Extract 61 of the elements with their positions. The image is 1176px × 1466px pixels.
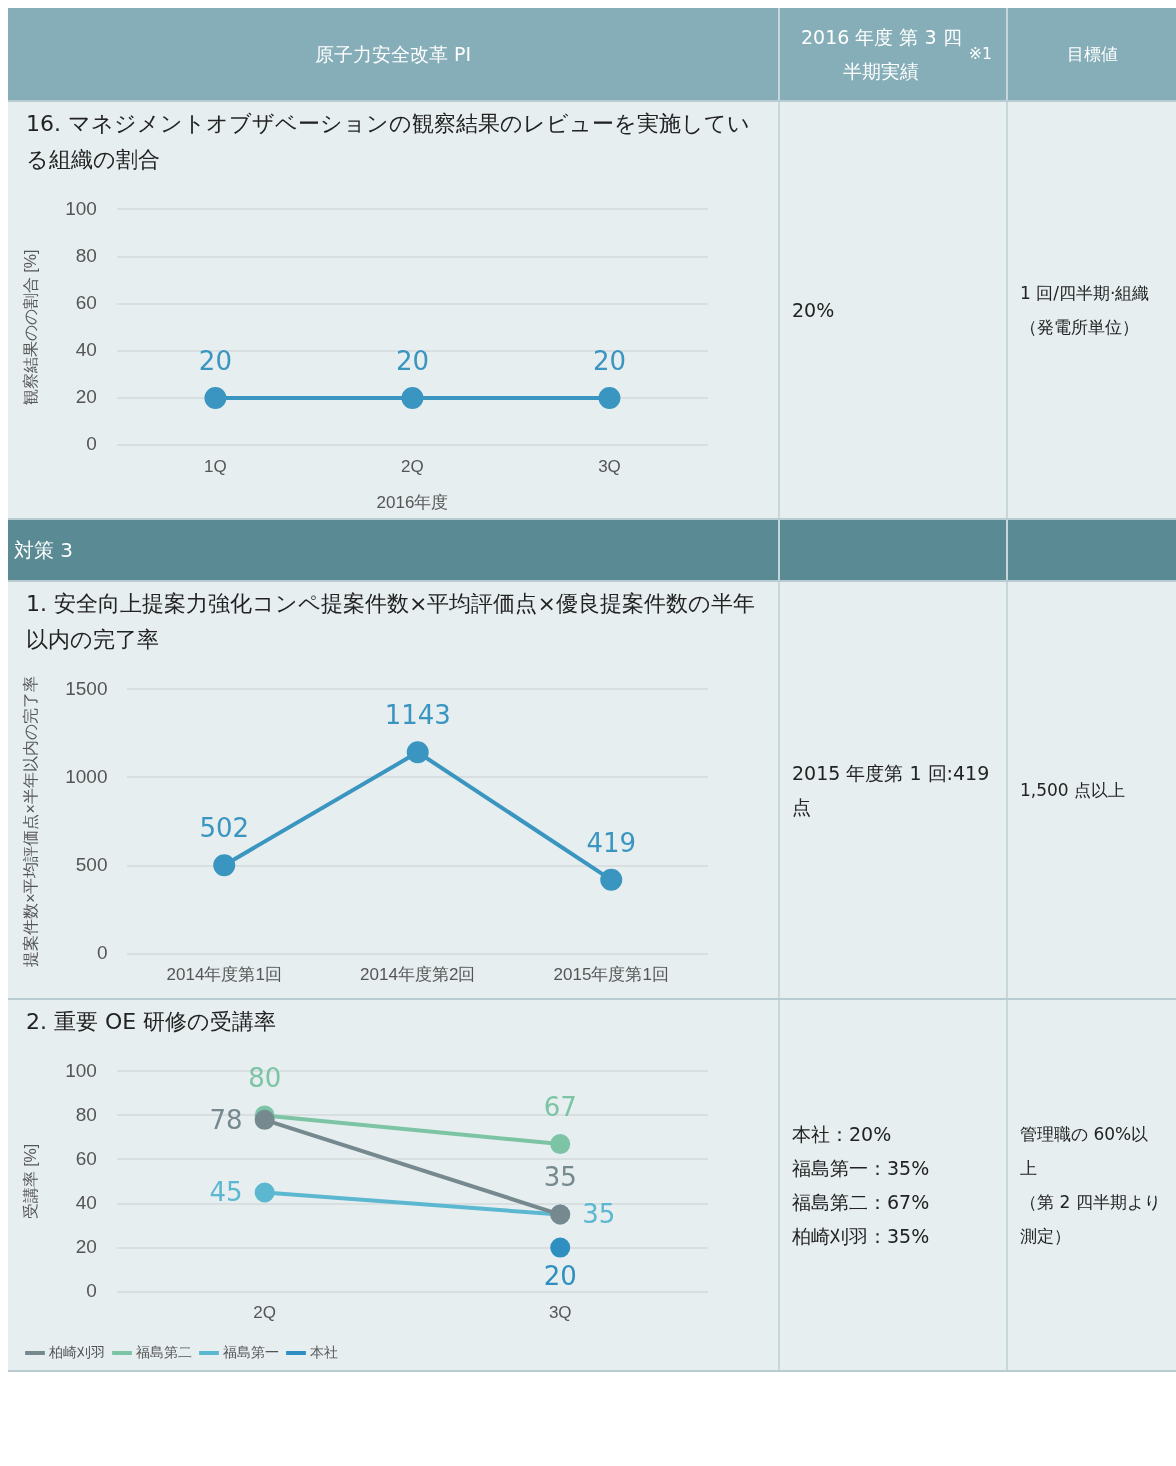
text: 福島第一：35% [792, 1156, 931, 1181]
y-tick-label: 100 [65, 197, 97, 219]
y-axis-title: 提案件数×平均評価点×半年以内の完了率 [22, 676, 40, 967]
y-tick-label: 0 [96, 941, 108, 963]
x-tick-label: 2Q [253, 1303, 277, 1323]
x-tick-label: 2015年度第1回 [553, 965, 669, 985]
x-tick-label: 2014年度第2回 [360, 965, 476, 985]
legend-label: 本社 [310, 1343, 338, 1360]
text: 福島第二：67% [792, 1190, 931, 1215]
y-tick-label: 80 [75, 1103, 97, 1125]
text: 原子力安全改革 PI [313, 42, 473, 67]
data-label: 419 [586, 827, 637, 858]
y-tick-label: 60 [75, 291, 97, 313]
y-tick-label: 0 [86, 433, 97, 455]
data-label: 20 [395, 345, 429, 376]
x-tick-label: 2014年度第1回 [166, 965, 282, 985]
legend-label: 福島第一 [223, 1343, 279, 1360]
x-axis-title: 2016年度 [376, 493, 449, 513]
text: 20% [792, 298, 836, 323]
y-tick-label: 500 [75, 853, 108, 875]
y-tick-label: 0 [86, 1279, 97, 1301]
data-label: 45 [209, 1177, 243, 1208]
text: 1,500 点以上 [1020, 779, 1127, 802]
text: 本社：20% [792, 1122, 893, 1147]
x-tick-label: 2Q [401, 457, 424, 477]
legend-label: 福島第二 [136, 1343, 192, 1360]
y-tick-label: 40 [75, 1191, 97, 1213]
y-tick-label: 80 [75, 244, 97, 266]
data-label: 80 [248, 1063, 282, 1094]
data-label: 35 [582, 1199, 616, 1230]
data-label: 35 [543, 1162, 577, 1193]
y-tick-label: 1500 [65, 677, 108, 699]
text: 目標値 [1006, 8, 1176, 100]
chart-title: 16. マネジメントオブザベーションの観察結果のレビューを実施している組織の割合 [25, 110, 751, 174]
y-tick-label: 60 [75, 1147, 97, 1169]
data-label: 78 [209, 1104, 243, 1135]
data-label: 67 [543, 1091, 577, 1122]
data-label: 20 [198, 345, 232, 376]
data-label: 20 [592, 345, 627, 376]
y-tick-label: 1000 [65, 765, 108, 787]
x-tick-label: 3Q [548, 1303, 572, 1323]
data-label: 20 [543, 1261, 577, 1292]
text: 対策 3 [13, 536, 75, 564]
legend-label: 柏崎刈羽 [48, 1343, 105, 1360]
y-tick-label: 20 [75, 1235, 97, 1257]
y-tick-label: 100 [65, 1059, 97, 1081]
text: 2015 年度第 1 回:419 点 [792, 761, 991, 820]
chart-title: 1. 安全向上提案力強化コンペ提案件数×平均評価点×優良提案件数の半年以内の完了率 [25, 590, 756, 654]
data-label: 502 [199, 812, 250, 843]
text: 1 回/四半期·組織（発電所単位） [1020, 282, 1151, 339]
text: （第 2 四半期より測定） [1020, 1191, 1162, 1248]
y-axis-title: 受講率 [%] [22, 1143, 40, 1220]
y-tick-label: 40 [75, 339, 97, 361]
data-label: 1143 [384, 700, 451, 731]
chart-title: 2. 重要 OE 研修の受講率 [25, 1008, 278, 1036]
y-tick-label: 20 [75, 386, 97, 408]
text: 管理職の 60%以上 [1020, 1123, 1150, 1180]
x-tick-label: 1Q [204, 457, 227, 477]
text: 柏崎刈羽：35% [792, 1224, 931, 1249]
x-tick-label: 3Q [598, 457, 621, 477]
y-axis-title: 観察結果のの割合 [%] [22, 249, 40, 406]
